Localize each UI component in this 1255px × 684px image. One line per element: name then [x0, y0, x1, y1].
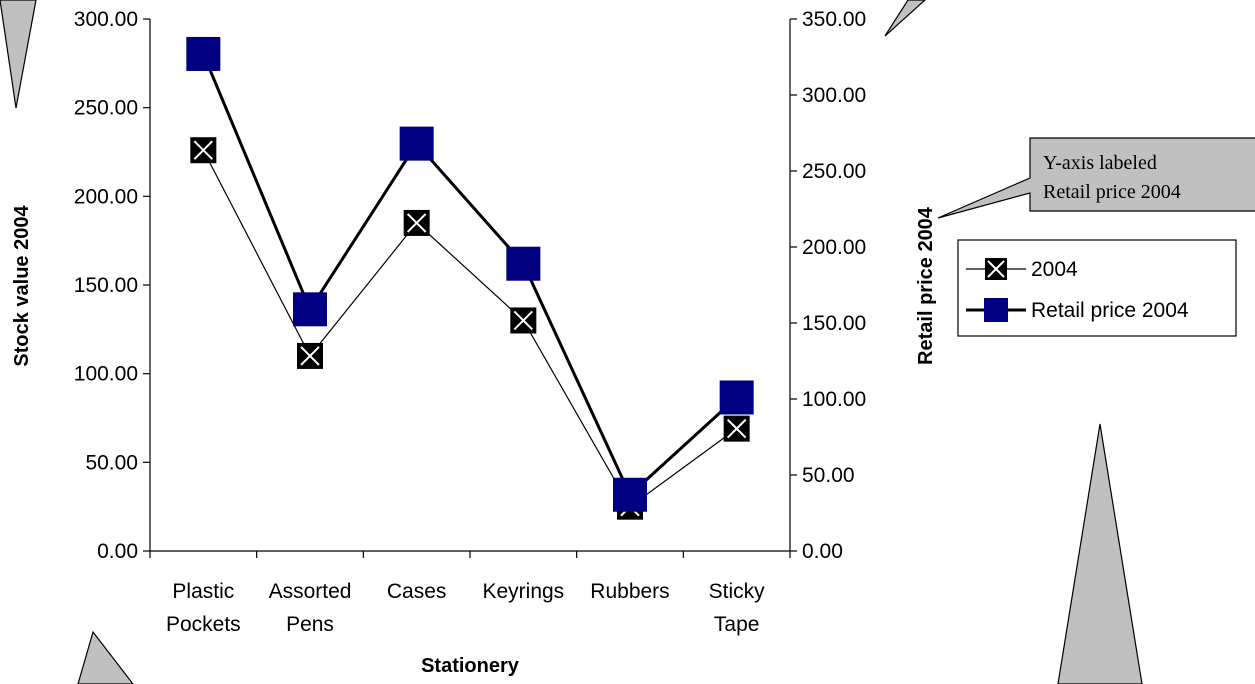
- data-point-retail: [293, 292, 327, 327]
- series-line-0: [202, 149, 738, 508]
- y-right-tick-label: 150.00: [802, 312, 866, 335]
- legend-label-2004: 2004: [1031, 258, 1078, 281]
- data-point-retail: [186, 36, 221, 71]
- data-point-2004: [723, 415, 750, 442]
- callout-text-line1: Y-axis labeled: [1043, 152, 1157, 174]
- x-tick-label-line: Assorted: [269, 580, 352, 603]
- y-axis-left-title: Stock value 2004: [11, 205, 33, 367]
- callout-box: [937, 137, 1255, 219]
- y-left-tick-label: 250.00: [74, 97, 138, 120]
- callout-arrow-bottom-left: [77, 630, 134, 684]
- x-tick-label: Cases: [387, 580, 447, 603]
- legend-label-retail-price: Retail price 2004: [1031, 299, 1189, 322]
- x-axis-title: Stationery: [421, 655, 520, 677]
- y-right-tick-label: 200.00: [802, 236, 866, 259]
- data-point-retail: [613, 477, 647, 512]
- data-point-2004-cross: [726, 418, 747, 439]
- y-right-tick-label: 300.00: [802, 84, 866, 107]
- y-right-tick-label: 250.00: [802, 160, 866, 183]
- x-tick-label: Rubbers: [590, 580, 669, 603]
- data-point-retail: [719, 380, 754, 415]
- y-right-tick-label: 50.00: [802, 464, 855, 487]
- x-tick-label-line: Pockets: [166, 613, 241, 636]
- x-tick-label: Plastic Pockets: [166, 580, 241, 636]
- callout-arrow-top-right: [884, 0, 926, 37]
- data-point-retail: [506, 246, 541, 281]
- y-right-tick-label: 0.00: [802, 540, 843, 563]
- x-tick-label-line: Cases: [387, 580, 447, 603]
- data-point-retail: [399, 126, 434, 161]
- legend-item-2004: 2004: [966, 258, 1078, 281]
- data-point-2004-cross: [300, 346, 320, 366]
- x-tick-label-line: Rubbers: [590, 580, 669, 603]
- y-right-tick-label: 100.00: [802, 388, 866, 411]
- data-point-2004: [190, 137, 217, 164]
- series-line-1: [201, 53, 738, 498]
- y-left-tick-label: 200.00: [74, 185, 138, 208]
- data-point-2004: [510, 307, 537, 334]
- axis-callout: Y-axis labeled Retail price 2004: [937, 137, 1255, 219]
- tick-labels: 0.00 50.00 100.00 150.00 200.00 250.00 300.00 0…: [74, 8, 866, 636]
- x-tick-label: Assorted Pens: [269, 580, 352, 636]
- legend-item-retail-price: Retail price 2004: [966, 298, 1189, 322]
- data-point-2004-cross: [193, 140, 214, 160]
- x-tick-label-line: Keyrings: [482, 580, 564, 603]
- legend: 2004 Retail price 2004: [957, 239, 1237, 337]
- y-left-tick-label: 300.00: [74, 8, 138, 31]
- y-left-tick-label: 150.00: [74, 274, 138, 297]
- x-tick-label-line: Tape: [714, 613, 760, 636]
- y-left-tick-label: 100.00: [74, 363, 138, 386]
- x-tick-label: Keyrings: [482, 580, 564, 603]
- y-left-tick-label: 0.00: [97, 540, 138, 563]
- y-axis-right-title: Retail price 2004: [915, 206, 937, 365]
- data-point-2004-cross: [513, 310, 534, 331]
- x-tick-label-line: Sticky: [709, 580, 766, 603]
- y-right-tick-label: 350.00: [802, 8, 866, 31]
- callout-arrow-bottom-right: [1057, 423, 1143, 684]
- data-point-2004: [297, 342, 323, 369]
- y-left-tick-label: 50.00: [85, 451, 138, 474]
- callout-arrow-top-left: [0, 0, 37, 109]
- series: [186, 36, 754, 520]
- axes: [143, 18, 797, 558]
- x-tick-label-line: Pens: [286, 613, 334, 636]
- callout-text-line2: Retail price 2004: [1043, 181, 1181, 203]
- data-point-2004-cross: [406, 213, 427, 233]
- data-point-2004: [403, 209, 430, 236]
- x-tick-label-line: Plastic: [172, 580, 234, 603]
- x-tick-label: Sticky Tape: [709, 580, 766, 636]
